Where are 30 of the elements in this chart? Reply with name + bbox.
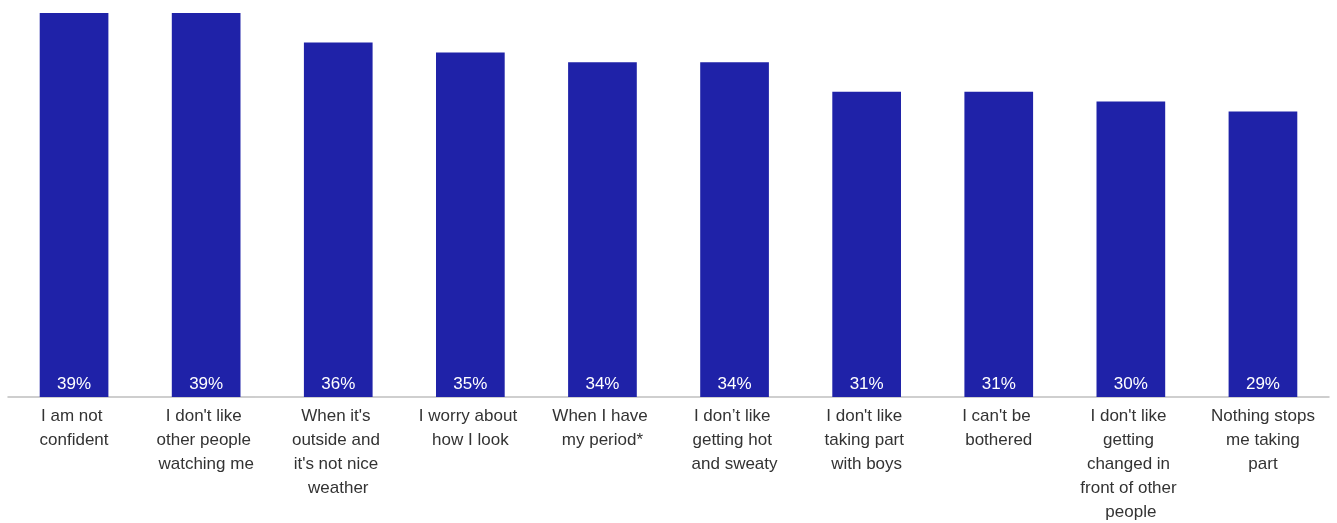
bar [39, 13, 109, 397]
x-tick-label: I worry about how I look [418, 405, 522, 449]
x-tick-label: I can't be bothered [962, 405, 1036, 449]
bar [436, 52, 505, 397]
bar [832, 91, 901, 397]
x-tick-label: Nothing stops me taking part [1210, 405, 1315, 473]
x-tick-label: I don't like getting changed in front of other people [1080, 405, 1182, 521]
bar [171, 13, 241, 397]
data-label: 34% [717, 374, 752, 393]
bar [568, 62, 637, 397]
x-tick-label: I don't like other people watching me [156, 405, 256, 473]
data-label: 30% [1113, 374, 1148, 393]
bar [964, 91, 1034, 397]
data-label: 39% [189, 374, 224, 393]
x-tick-label: When I have my period* [552, 405, 653, 449]
data-label: 34% [585, 374, 620, 393]
bar [303, 42, 373, 397]
x-tick-label: I don't like taking part with boys [824, 405, 909, 473]
x-tick-label: I am not confident [39, 405, 109, 449]
data-label: 36% [321, 374, 356, 393]
data-label: 29% [1245, 374, 1280, 393]
bar [1228, 111, 1298, 397]
bar [700, 62, 769, 397]
x-tick-label: When it's outside and it's not nice weather [291, 405, 385, 497]
data-label: 35% [453, 374, 488, 393]
x-tick-label: I don’t like getting hot and sweaty [691, 405, 779, 473]
data-label: 39% [57, 374, 92, 393]
data-label: 31% [849, 374, 884, 393]
data-label: 31% [981, 374, 1016, 393]
bar [1096, 101, 1166, 397]
